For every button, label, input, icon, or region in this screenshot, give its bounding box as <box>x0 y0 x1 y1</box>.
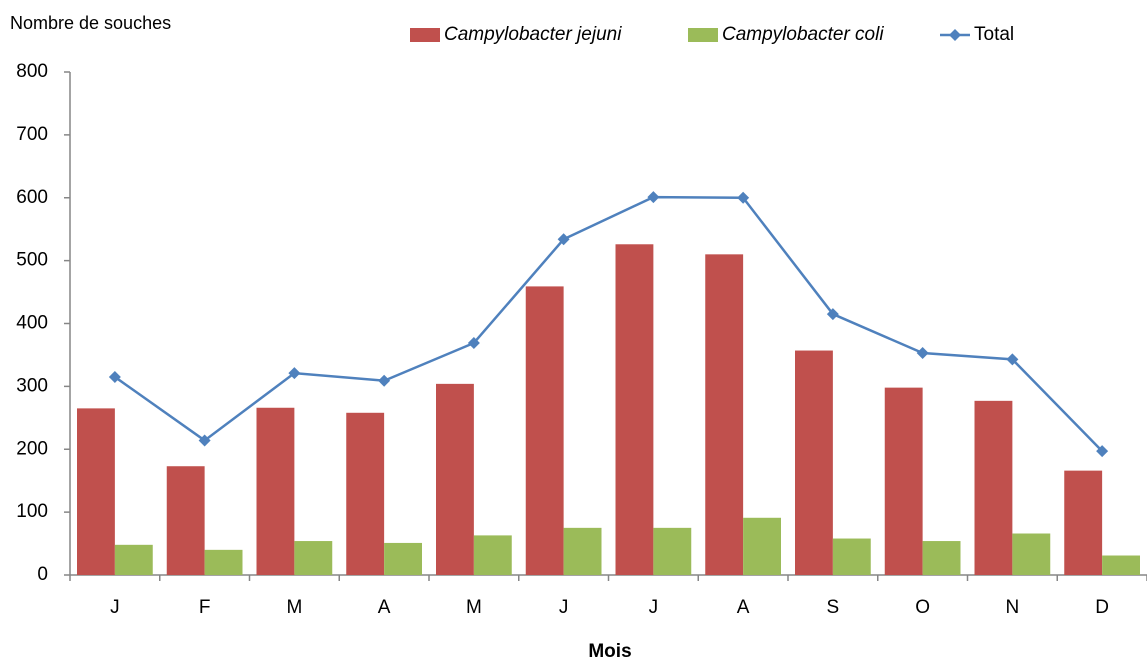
bar <box>653 527 692 575</box>
legend-label: Total <box>974 24 1014 45</box>
legend-label: Campylobacter coli <box>722 24 884 45</box>
bar <box>832 538 871 575</box>
bar <box>525 286 564 575</box>
y-tick-label: 200 <box>16 438 48 459</box>
x-tick-label: M <box>286 597 302 618</box>
line-marker <box>737 191 750 204</box>
x-tick-label: F <box>199 597 211 618</box>
x-tick-label: S <box>827 597 840 618</box>
y-tick-label: 500 <box>16 250 48 271</box>
x-tick-label: J <box>110 597 120 618</box>
bar <box>922 541 961 575</box>
legend-label: Campylobacter jejuni <box>444 24 622 45</box>
bar <box>615 244 654 575</box>
y-tick-label: 300 <box>16 375 48 396</box>
legend-swatch <box>688 28 718 42</box>
chart-title: Nombre de souches <box>10 13 171 33</box>
bar <box>1012 533 1051 575</box>
legend-swatch <box>410 28 440 42</box>
bar <box>1064 470 1103 575</box>
bar <box>166 466 205 575</box>
line-marker <box>557 233 570 246</box>
bar <box>384 542 422 575</box>
bar <box>884 387 923 575</box>
legend: Campylobacter jejuni Campylobacter coli To… <box>410 24 1014 45</box>
line-marker <box>1096 445 1109 458</box>
x-tick-label: N <box>1006 597 1020 618</box>
bar <box>346 412 385 575</box>
bar <box>436 383 474 575</box>
y-tick-label: 100 <box>16 501 48 522</box>
x-tick-label: D <box>1095 597 1109 618</box>
x-tick-label: J <box>649 597 659 618</box>
bar <box>204 549 243 575</box>
line-marker <box>198 434 211 447</box>
x-tick-label: A <box>378 597 391 618</box>
y-tick-label: 400 <box>16 313 48 334</box>
bar <box>563 527 602 575</box>
y-tick-label: 700 <box>16 124 48 145</box>
line-marker <box>108 370 121 383</box>
line-marker <box>1006 353 1019 366</box>
bar <box>473 535 512 575</box>
line-marker <box>288 367 301 380</box>
bar <box>974 400 1013 575</box>
line-marker <box>378 374 391 387</box>
x-axis-label: Mois <box>588 641 631 662</box>
bar <box>705 254 744 575</box>
line-marker <box>916 347 929 360</box>
y-tick-label: 600 <box>16 187 48 208</box>
legend-marker <box>949 29 961 41</box>
x-tick-label: A <box>737 597 750 618</box>
bar <box>743 517 781 575</box>
bar <box>77 408 115 575</box>
line <box>114 195 1104 453</box>
line-marker <box>826 308 839 321</box>
x-tick-label: M <box>466 597 482 618</box>
x-tick-label: O <box>915 597 930 618</box>
y-tick-label: 800 <box>16 61 48 82</box>
line-marker <box>467 336 480 349</box>
x-tick-label: J <box>559 597 569 618</box>
line-marker <box>647 191 660 204</box>
y-tick-label: 0 <box>37 564 48 585</box>
bar <box>114 544 153 575</box>
bar <box>256 407 295 575</box>
bar <box>795 350 833 575</box>
bar <box>294 541 333 575</box>
bar <box>1102 555 1140 575</box>
